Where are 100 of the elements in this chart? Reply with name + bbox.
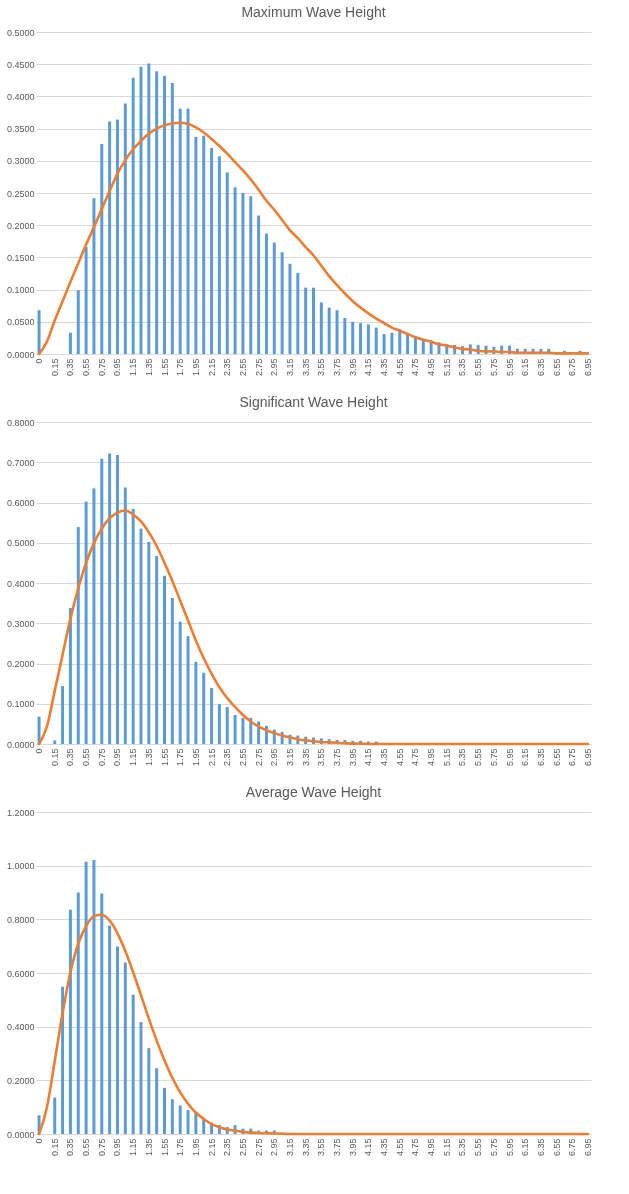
x-tick-label: 3.55 xyxy=(316,1138,327,1157)
x-tick-label: 5.35 xyxy=(457,358,468,377)
x-tick-label: 5.95 xyxy=(504,358,515,377)
x-tick-label: 4.35 xyxy=(379,1138,390,1157)
x-tick-label: 2.75 xyxy=(253,358,264,377)
x-tick-label: 1.15 xyxy=(128,1138,139,1157)
x-tick-label: 2.55 xyxy=(237,748,248,767)
x-tick-label: 5.75 xyxy=(488,1138,499,1157)
x-tick-label: 1.75 xyxy=(175,1138,186,1157)
x-tick-label: 1.55 xyxy=(159,358,170,377)
y-tick-label: 0.2000 xyxy=(6,1075,35,1086)
x-tick-label: 6.95 xyxy=(582,1138,593,1157)
x-tick-label: 6.35 xyxy=(535,358,546,377)
y-tick-label: 0.3500 xyxy=(6,124,35,135)
x-tick-label: 2.35 xyxy=(222,358,233,377)
x-tick-label: 2.95 xyxy=(269,1138,280,1157)
x-tick-label: 3.35 xyxy=(300,1138,311,1157)
y-tick-label: 0.4000 xyxy=(6,91,35,102)
x-tick-label: 4.35 xyxy=(379,358,390,377)
x-tick-label: 3.75 xyxy=(332,358,343,377)
y-tick-label: 0.5000 xyxy=(6,538,35,549)
chart-title: Average Wave Height xyxy=(245,784,382,800)
x-tick-label: 4.15 xyxy=(363,748,374,767)
y-tick-label: 0.0000 xyxy=(6,739,35,750)
chart-title: Significant Wave Height xyxy=(239,394,388,410)
x-tick-label: 3.35 xyxy=(300,748,311,767)
y-tick-label: 0.0500 xyxy=(6,317,35,328)
x-tick-label: 4.75 xyxy=(410,748,421,767)
x-tick-label: 0.55 xyxy=(81,748,92,767)
x-tick-label: 5.15 xyxy=(441,1138,452,1157)
x-tick-label: 0.95 xyxy=(112,748,123,767)
x-tick-label: 0.15 xyxy=(49,748,60,767)
x-tick-label: 6.15 xyxy=(520,358,531,377)
x-tick-label: 0.95 xyxy=(112,358,123,377)
x-tick-label: 5.75 xyxy=(488,358,499,377)
x-tick-label: 3.75 xyxy=(332,1138,343,1157)
x-tick-label: 1.35 xyxy=(143,748,154,767)
y-tick-label: 1.0000 xyxy=(6,861,35,872)
x-tick-label: 3.55 xyxy=(316,748,327,767)
x-tick-label: 0 xyxy=(34,1138,45,1144)
x-tick-label: 4.75 xyxy=(410,358,421,377)
y-tick-label: 0.1500 xyxy=(6,252,35,263)
x-tick-label: 2.35 xyxy=(222,748,233,767)
x-tick-label: 6.35 xyxy=(535,1138,546,1157)
x-tick-label: 0.75 xyxy=(96,1138,107,1157)
x-tick-label: 4.15 xyxy=(363,1138,374,1157)
x-tick-label: 1.95 xyxy=(190,358,201,377)
y-tick-label: 0.3000 xyxy=(6,156,35,167)
x-tick-label: 2.15 xyxy=(206,1138,217,1157)
x-tick-label: 2.35 xyxy=(222,1138,233,1157)
x-tick-label: 1.55 xyxy=(159,748,170,767)
x-tick-label: 1.95 xyxy=(190,1138,201,1157)
x-tick-label: 3.95 xyxy=(347,1138,358,1157)
x-tick-label: 4.55 xyxy=(394,358,405,377)
y-tick-label: 0.5000 xyxy=(6,27,35,38)
y-tick-label: 0.0000 xyxy=(6,1129,35,1140)
y-tick-label: 0.4000 xyxy=(6,1022,35,1033)
x-tick-label: 3.35 xyxy=(300,358,311,377)
x-tick-label: 3.15 xyxy=(284,358,295,377)
chart-title: Maximum Wave Height xyxy=(241,4,386,20)
x-tick-label: 4.35 xyxy=(379,748,390,767)
x-tick-label: 5.15 xyxy=(441,358,452,377)
x-tick-label: 2.15 xyxy=(206,358,217,377)
y-tick-label: 0.2500 xyxy=(6,188,35,199)
x-tick-label: 5.95 xyxy=(504,1138,515,1157)
y-tick-label: 0.1000 xyxy=(6,285,35,296)
x-tick-label: 1.35 xyxy=(143,358,154,377)
x-tick-label: 6.15 xyxy=(520,748,531,767)
x-tick-label: 5.75 xyxy=(488,748,499,767)
x-tick-label: 3.55 xyxy=(316,358,327,377)
x-tick-label: 6.75 xyxy=(567,748,578,767)
x-tick-label: 5.35 xyxy=(457,748,468,767)
x-tick-label: 4.95 xyxy=(426,358,437,377)
x-tick-label: 2.15 xyxy=(206,748,217,767)
x-tick-label: 2.75 xyxy=(253,748,264,767)
y-tick-label: 0.6000 xyxy=(6,498,35,508)
x-tick-label: 6.55 xyxy=(551,1138,562,1157)
x-tick-label: 6.55 xyxy=(551,358,562,377)
x-tick-label: 0.75 xyxy=(96,358,107,377)
y-tick-label: 0.4000 xyxy=(6,578,35,589)
x-tick-label: 6.95 xyxy=(582,748,593,767)
x-tick-label: 0.55 xyxy=(81,358,92,377)
x-tick-label: 5.55 xyxy=(473,748,484,767)
x-tick-label: 4.55 xyxy=(394,1138,405,1157)
x-tick-label: 0.15 xyxy=(49,1138,60,1157)
x-tick-label: 6.35 xyxy=(535,748,546,767)
x-tick-label: 1.75 xyxy=(175,748,186,767)
y-tick-label: 0.2000 xyxy=(6,220,35,231)
x-tick-label: 0.35 xyxy=(65,1138,76,1157)
x-tick-label: 0.35 xyxy=(65,358,76,377)
y-tick-label: 0.4500 xyxy=(6,59,35,70)
y-tick-label: 0.0000 xyxy=(6,349,35,360)
y-tick-label: 0.7000 xyxy=(6,457,35,468)
x-tick-label: 2.55 xyxy=(237,1138,248,1157)
x-tick-label: 3.15 xyxy=(284,1138,295,1157)
x-tick-label: 1.15 xyxy=(128,358,139,377)
x-tick-label: 3.75 xyxy=(332,748,343,767)
x-tick-label: 2.75 xyxy=(253,1138,264,1157)
x-tick-label: 2.95 xyxy=(269,748,280,767)
y-tick-label: 1.2000 xyxy=(6,807,35,818)
